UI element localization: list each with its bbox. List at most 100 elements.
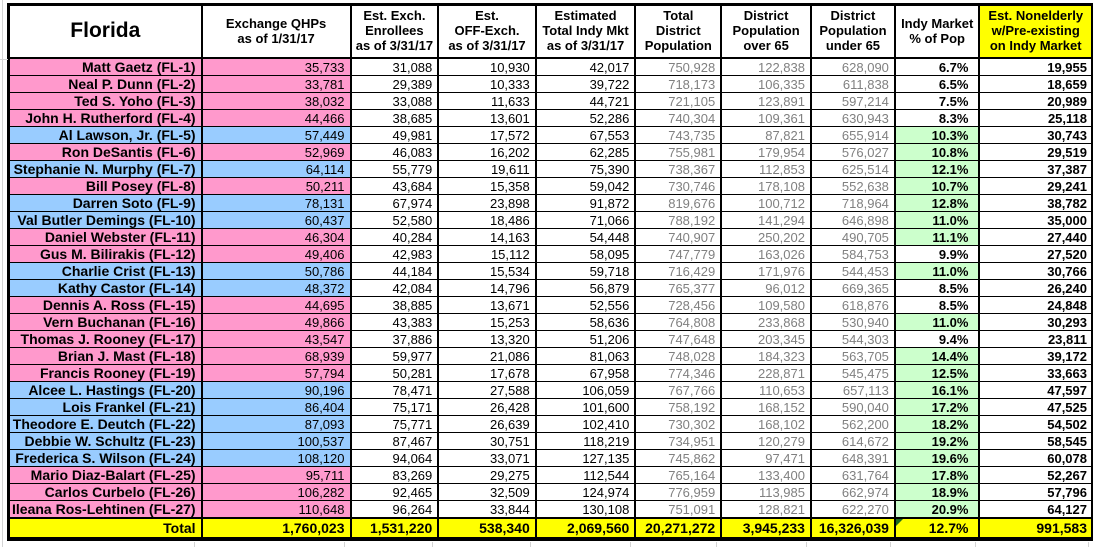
cell-pop-over-65[interactable]: 168,102 <box>720 415 812 433</box>
cell-qhp[interactable]: 86,404 <box>200 398 352 416</box>
cell-nonelderly[interactable]: 58,545 <box>978 432 1093 450</box>
cell-pop-over-65[interactable]: 250,202 <box>720 228 812 246</box>
cell-total-indy[interactable]: 42,017 <box>534 57 637 76</box>
cell-indy-pct[interactable]: 17.2% <box>893 398 981 416</box>
cell-member[interactable]: Darren Soto (FL-9) <box>8 194 203 212</box>
cell-off-exch[interactable]: 14,163 <box>437 228 537 246</box>
cell-member[interactable]: Debbie W. Schultz (FL-23) <box>8 432 203 450</box>
cell-pop-over-65[interactable]: 106,335 <box>720 75 812 93</box>
cell-enrollees[interactable]: 94,064 <box>349 449 440 467</box>
cell-pop-under-65[interactable]: 669,365 <box>809 279 896 297</box>
cell-member[interactable]: Neal P. Dunn (FL-2) <box>8 75 203 93</box>
cell-nonelderly[interactable]: 27,440 <box>978 228 1093 246</box>
cell-total-indy[interactable]: 39,722 <box>534 75 637 93</box>
cell-pop-over-65[interactable]: 112,853 <box>720 160 812 178</box>
cell-pop-over-65[interactable]: 233,868 <box>720 313 812 331</box>
cell-qhp[interactable]: 48,372 <box>200 279 352 297</box>
cell-total-pop[interactable]: 765,164 <box>634 466 723 484</box>
cell-total-indy[interactable]: 102,410 <box>534 415 637 433</box>
cell-qhp[interactable]: 110,648 <box>200 500 352 519</box>
cell-off-exch[interactable]: 27,588 <box>437 381 537 399</box>
cell-total-indy[interactable]: 127,135 <box>534 449 637 467</box>
cell-off-exch[interactable]: 30,751 <box>437 432 537 450</box>
cell-member[interactable]: Francis Rooney (FL-19) <box>8 364 203 382</box>
cell-nonelderly[interactable]: 47,525 <box>978 398 1093 416</box>
cell-pop-over-65[interactable]: 97,471 <box>720 449 812 467</box>
cell-off-exch[interactable]: 33,844 <box>437 500 537 519</box>
cell-total-pop[interactable]: 819,676 <box>634 194 723 212</box>
cell-total-indy[interactable]: 71,066 <box>534 211 637 229</box>
cell-off-exch[interactable]: 21,086 <box>437 347 537 365</box>
cell-member[interactable]: Bill Posey (FL-8) <box>8 177 203 195</box>
column-header-indy_pct[interactable]: Indy Market % of Pop <box>893 4 981 59</box>
cell-indy-pct[interactable]: 11.0% <box>893 262 981 280</box>
cell-total-indy[interactable]: 52,556 <box>534 296 637 314</box>
cell-qhp[interactable]: 57,794 <box>200 364 352 382</box>
cell-qhp[interactable]: 35,733 <box>200 57 352 76</box>
cell-pop-over-65[interactable]: 123,891 <box>720 92 812 110</box>
cell-off-exch[interactable]: 23,898 <box>437 194 537 212</box>
cell-total-pop[interactable]: 747,648 <box>634 330 723 348</box>
cell-qhp[interactable]: 44,466 <box>200 109 352 127</box>
cell-pop-over-65[interactable]: 87,821 <box>720 126 812 144</box>
cell-enrollees[interactable]: 83,269 <box>349 466 440 484</box>
cell-qhp[interactable]: 108,120 <box>200 449 352 467</box>
cell-qhp[interactable]: 106,282 <box>200 483 352 501</box>
cell-total-indy[interactable]: 112,544 <box>534 466 637 484</box>
cell-off-exch[interactable]: 538,340 <box>437 517 537 540</box>
cell-off-exch[interactable]: 33,071 <box>437 449 537 467</box>
cell-total-indy[interactable]: 81,063 <box>534 347 637 365</box>
cell-indy-pct[interactable]: 7.5% <box>893 92 981 110</box>
cell-nonelderly[interactable]: 54,502 <box>978 415 1093 433</box>
cell-total-indy[interactable]: 52,286 <box>534 109 637 127</box>
cell-enrollees[interactable]: 49,981 <box>349 126 440 144</box>
cell-member[interactable]: Carlos Curbelo (FL-26) <box>8 483 203 501</box>
cell-pop-over-65[interactable]: 168,152 <box>720 398 812 416</box>
cell-nonelderly[interactable]: 37,387 <box>978 160 1093 178</box>
cell-qhp[interactable]: 64,114 <box>200 160 352 178</box>
cell-off-exch[interactable]: 16,202 <box>437 143 537 161</box>
cell-total-indy[interactable]: 51,206 <box>534 330 637 348</box>
cell-nonelderly[interactable]: 57,796 <box>978 483 1093 501</box>
cell-enrollees[interactable]: 31,088 <box>349 57 440 76</box>
cell-pop-under-65[interactable]: 597,214 <box>809 92 896 110</box>
cell-total-indy[interactable]: 59,718 <box>534 262 637 280</box>
column-header-pop_over_65[interactable]: District Population over 65 <box>720 4 812 59</box>
cell-member[interactable]: Lois Frankel (FL-21) <box>8 398 203 416</box>
cell-total-indy[interactable]: 130,108 <box>534 500 637 519</box>
cell-indy-pct[interactable]: 10.7% <box>893 177 981 195</box>
cell-enrollees[interactable]: 55,779 <box>349 160 440 178</box>
cell-indy-pct[interactable]: 14.4% <box>893 347 981 365</box>
cell-qhp[interactable]: 49,406 <box>200 245 352 263</box>
cell-indy-pct[interactable]: 17.8% <box>893 466 981 484</box>
cell-member[interactable]: Theodore E. Deutch (FL-22) <box>8 415 203 433</box>
cell-pop-under-65[interactable]: 552,638 <box>809 177 896 195</box>
cell-off-exch[interactable]: 32,509 <box>437 483 537 501</box>
cell-pop-over-65[interactable]: 128,821 <box>720 500 812 519</box>
cell-total-pop[interactable]: 765,377 <box>634 279 723 297</box>
cell-pop-over-65[interactable]: 110,653 <box>720 381 812 399</box>
cell-pop-under-65[interactable]: 718,964 <box>809 194 896 212</box>
cell-pop-over-65[interactable]: 122,838 <box>720 57 812 76</box>
cell-nonelderly[interactable]: 30,743 <box>978 126 1093 144</box>
cell-pop-over-65[interactable]: 113,985 <box>720 483 812 501</box>
cell-indy-pct[interactable]: 19.2% <box>893 432 981 450</box>
cell-total-label[interactable]: Total <box>8 517 203 540</box>
cell-member[interactable]: Gus M. Bilirakis (FL-12) <box>8 245 203 263</box>
cell-member[interactable]: John H. Rutherford (FL-4) <box>8 109 203 127</box>
cell-nonelderly[interactable]: 29,241 <box>978 177 1093 195</box>
cell-off-exch[interactable]: 26,639 <box>437 415 537 433</box>
cell-member[interactable]: Daniel Webster (FL-11) <box>8 228 203 246</box>
cell-total-pop[interactable]: 738,367 <box>634 160 723 178</box>
cell-qhp[interactable]: 44,695 <box>200 296 352 314</box>
cell-off-exch[interactable]: 14,796 <box>437 279 537 297</box>
cell-member[interactable]: Val Butler Demings (FL-10) <box>8 211 203 229</box>
cell-member[interactable]: Vern Buchanan (FL-16) <box>8 313 203 331</box>
table-title[interactable]: Florida <box>8 4 203 59</box>
cell-pop-over-65[interactable]: 171,976 <box>720 262 812 280</box>
cell-qhp[interactable]: 78,131 <box>200 194 352 212</box>
cell-total-indy[interactable]: 101,600 <box>534 398 637 416</box>
cell-total-indy[interactable]: 118,219 <box>534 432 637 450</box>
cell-total-pop[interactable]: 774,346 <box>634 364 723 382</box>
cell-enrollees[interactable]: 46,083 <box>349 143 440 161</box>
